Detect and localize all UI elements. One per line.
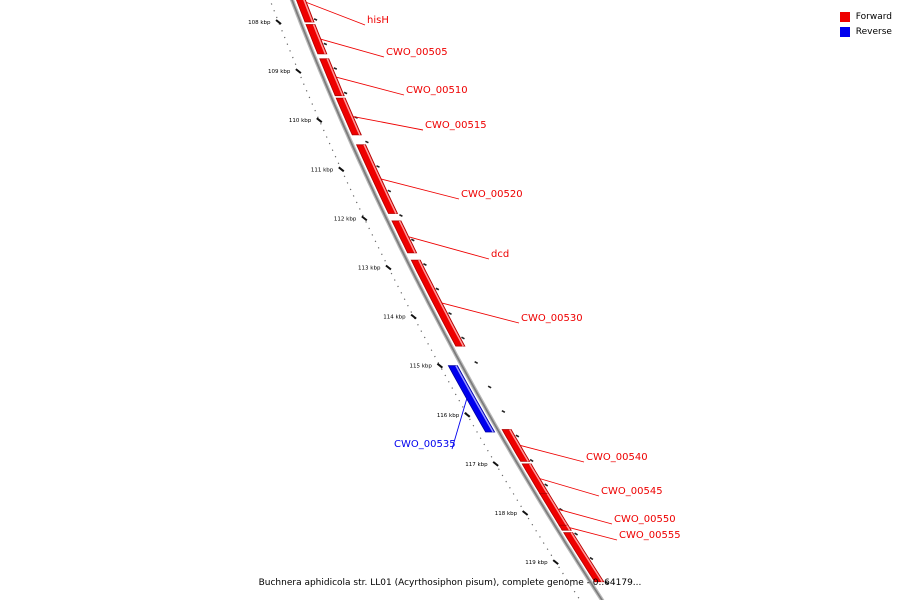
gene-highlight <box>363 144 397 214</box>
gene-leader-line <box>451 398 468 450</box>
guide-dots <box>269 0 581 600</box>
tick-mark <box>338 166 345 173</box>
gene-highlight <box>509 429 529 462</box>
gene-highlight <box>546 493 568 526</box>
gene-label: CWO_00550 <box>614 514 676 525</box>
minor-tick <box>461 336 465 340</box>
tick-mark <box>552 559 559 565</box>
gene-leader-line <box>520 445 585 463</box>
gene-highlight <box>303 0 314 23</box>
gene-label: CWO_00545 <box>601 486 663 497</box>
tick-label: 113 kbp <box>358 266 381 272</box>
gene-leader-line <box>306 1 366 26</box>
tick-mark <box>316 117 323 123</box>
gene-label: CWO_00535 <box>394 439 456 450</box>
tick-label: 118 kbp <box>495 511 518 517</box>
reverse-swatch <box>839 26 850 37</box>
tick-mark <box>436 362 444 369</box>
legend-item-forward: Forward <box>839 9 892 24</box>
minor-tick <box>487 385 492 389</box>
tick-layer: 108 kbp 109 kbp 110 kbp 111 kbp 112 kbp 113 k… <box>248 0 609 600</box>
minor-tick <box>365 140 369 144</box>
gene-highlight <box>343 97 361 136</box>
tick-label: 119 kbp <box>525 560 548 566</box>
gene-leader-line <box>336 76 405 96</box>
gene-layer <box>296 0 605 583</box>
tick-label: 117 kbp <box>465 462 488 468</box>
gene-label: CWO_00510 <box>406 85 468 96</box>
minor-tick <box>376 165 380 168</box>
minor-tick <box>474 360 479 365</box>
minor-tick <box>410 238 415 242</box>
legend-label-reverse: Reverse <box>855 26 892 37</box>
gene-label: CWO_00505 <box>386 47 448 58</box>
map-caption: Buchnera aphidicola str. LL01 (Acyrthosi… <box>258 578 642 588</box>
gene-label: CWO_00555 <box>619 530 681 541</box>
gene-leader-line <box>381 178 460 200</box>
tick-label: 114 kbp <box>383 315 406 321</box>
gene-leader-line <box>539 478 600 497</box>
minor-tick <box>423 263 427 266</box>
gene-label: dcd <box>491 249 509 260</box>
legend: Forward Reverse <box>839 9 892 39</box>
minor-tick <box>544 483 549 487</box>
gene-leader-line <box>569 527 618 541</box>
gene-label: CWO_00515 <box>425 120 487 131</box>
tick-label: 110 kbp <box>289 118 312 124</box>
tick-label: 115 kbp <box>409 364 432 370</box>
gene-label: CWO_00530 <box>521 313 583 324</box>
minor-tick <box>589 556 594 561</box>
legend-item-reverse: Reverse <box>839 24 892 39</box>
minor-tick <box>387 189 392 193</box>
minor-tick <box>501 409 506 414</box>
tick-mark <box>464 412 471 418</box>
gene-highlight <box>529 463 548 494</box>
minor-tick <box>435 287 440 291</box>
tick-mark <box>275 19 282 25</box>
minor-tick <box>529 458 534 463</box>
gene-highlight <box>312 24 326 55</box>
backbone-layer <box>289 0 605 600</box>
gene-highlight <box>455 365 494 433</box>
tick-label: 108 kbp <box>248 20 271 26</box>
tick-mark <box>410 313 417 320</box>
tick-mark <box>295 68 302 74</box>
gene-highlight <box>398 220 416 254</box>
minor-tick <box>343 91 348 95</box>
tick-mark <box>492 461 499 467</box>
gene-highlight <box>326 58 344 96</box>
minor-tick <box>313 18 318 21</box>
tick-mark <box>361 215 368 222</box>
tick-mark <box>522 510 529 516</box>
tick-label: 109 kbp <box>268 69 291 75</box>
gene-highlight <box>566 524 571 531</box>
minor-tick <box>605 581 609 585</box>
gene-leader-line <box>441 302 520 324</box>
gene-leader-line <box>353 116 424 131</box>
legend-label-forward: Forward <box>855 11 892 22</box>
gene-highlight <box>418 259 464 347</box>
label-layer: hisH CWO_00505 CWO_00510 CWO_00515 CWO_00520… <box>306 1 681 541</box>
gene-leader-line <box>558 508 613 525</box>
minor-tick <box>574 532 578 536</box>
forward-swatch <box>839 11 850 22</box>
tick-label: 111 kbp <box>311 167 334 173</box>
minor-tick <box>323 42 328 46</box>
gene-label: CWO_00540 <box>586 452 648 463</box>
gene-highlight <box>570 532 603 583</box>
gene-leader-line <box>320 38 385 58</box>
minor-tick <box>515 434 520 438</box>
minor-tick <box>333 67 338 70</box>
minor-tick <box>448 312 452 315</box>
gene-label: hisH <box>367 15 389 26</box>
minor-tick <box>399 214 403 217</box>
tick-label: 116 kbp <box>437 413 460 419</box>
tick-label: 112 kbp <box>334 216 357 222</box>
backbone <box>291 0 603 600</box>
gene-label: CWO_00520 <box>461 189 523 200</box>
tick-mark <box>385 264 392 271</box>
gene-leader-line <box>408 236 490 260</box>
